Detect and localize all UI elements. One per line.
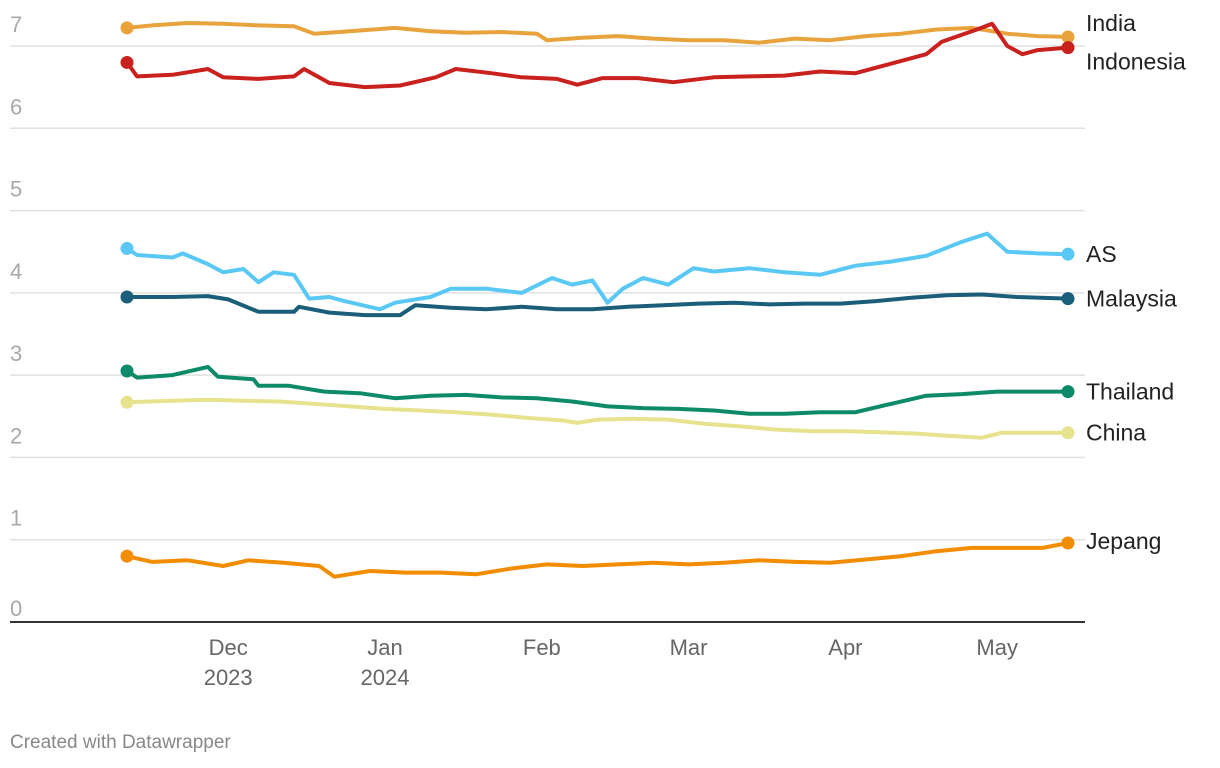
series-label-indonesia: Indonesia bbox=[1086, 49, 1186, 75]
series-label-jepang: Jepang bbox=[1086, 528, 1161, 554]
series-start-dot-jepang bbox=[120, 549, 134, 563]
series-line-thailand bbox=[125, 364, 1070, 416]
series-label-malaysia: Malaysia bbox=[1086, 286, 1177, 312]
datawrapper-credit: Created with Datawrapper bbox=[10, 732, 231, 753]
x-tick-label-mar: Mar bbox=[670, 635, 708, 660]
series-start-dot-thailand bbox=[120, 364, 134, 378]
series-start-dot-china bbox=[120, 395, 134, 409]
y-tick-label-0: 0 bbox=[10, 596, 22, 621]
y-tick-label-6: 6 bbox=[10, 94, 22, 119]
series-start-dot-indonesia bbox=[120, 55, 134, 69]
x-tick-label-2024: 2024 bbox=[361, 665, 410, 690]
y-tick-label-5: 5 bbox=[10, 177, 22, 202]
series-end-dot-china bbox=[1061, 426, 1075, 440]
series-line-china bbox=[125, 397, 1070, 440]
series-layer bbox=[120, 21, 1075, 579]
series-line-india bbox=[125, 21, 1070, 45]
series-label-india: India bbox=[1086, 10, 1136, 36]
series-label-thailand: Thailand bbox=[1086, 379, 1174, 405]
x-tick-label-jan: Jan bbox=[367, 635, 402, 660]
y-tick-label-2: 2 bbox=[10, 423, 22, 448]
label-layer: India Indonesia AS Malaysia Thailand China Jep… bbox=[1086, 10, 1186, 554]
series-end-dot-jepang bbox=[1061, 536, 1075, 550]
series-end-dot-thailand bbox=[1061, 385, 1075, 399]
y-tick-label-1: 1 bbox=[10, 506, 22, 531]
y-tick-label-7: 7 bbox=[10, 12, 22, 37]
series-start-dot-as bbox=[120, 241, 134, 255]
series-label-china: China bbox=[1086, 420, 1146, 446]
series-line-as bbox=[125, 231, 1070, 312]
series-end-dot-indonesia bbox=[1061, 41, 1075, 55]
series-line-jepang bbox=[125, 541, 1070, 579]
x-tick-label-dec: Dec bbox=[209, 635, 248, 660]
y-tick-label-4: 4 bbox=[10, 259, 22, 284]
grid-layer: 0 1 2 3 4 5 6 7 Dec 2023 Jan 2024 Feb Mar Apr May bbox=[10, 12, 1085, 690]
series-start-dot-india bbox=[120, 21, 134, 35]
y-tick-label-3: 3 bbox=[10, 341, 22, 366]
x-tick-label-feb: Feb bbox=[523, 635, 561, 660]
x-tick-label-apr: Apr bbox=[828, 635, 862, 660]
series-label-as: AS bbox=[1086, 241, 1117, 267]
series-end-dot-india bbox=[1061, 30, 1075, 44]
x-tick-label-may: May bbox=[976, 635, 1018, 660]
x-tick-label-2023: 2023 bbox=[204, 665, 253, 690]
series-end-dot-malaysia bbox=[1061, 292, 1075, 306]
series-line-malaysia bbox=[125, 292, 1070, 318]
series-line-indonesia bbox=[125, 21, 1070, 90]
series-end-dot-as bbox=[1061, 247, 1075, 261]
series-start-dot-malaysia bbox=[120, 290, 134, 304]
